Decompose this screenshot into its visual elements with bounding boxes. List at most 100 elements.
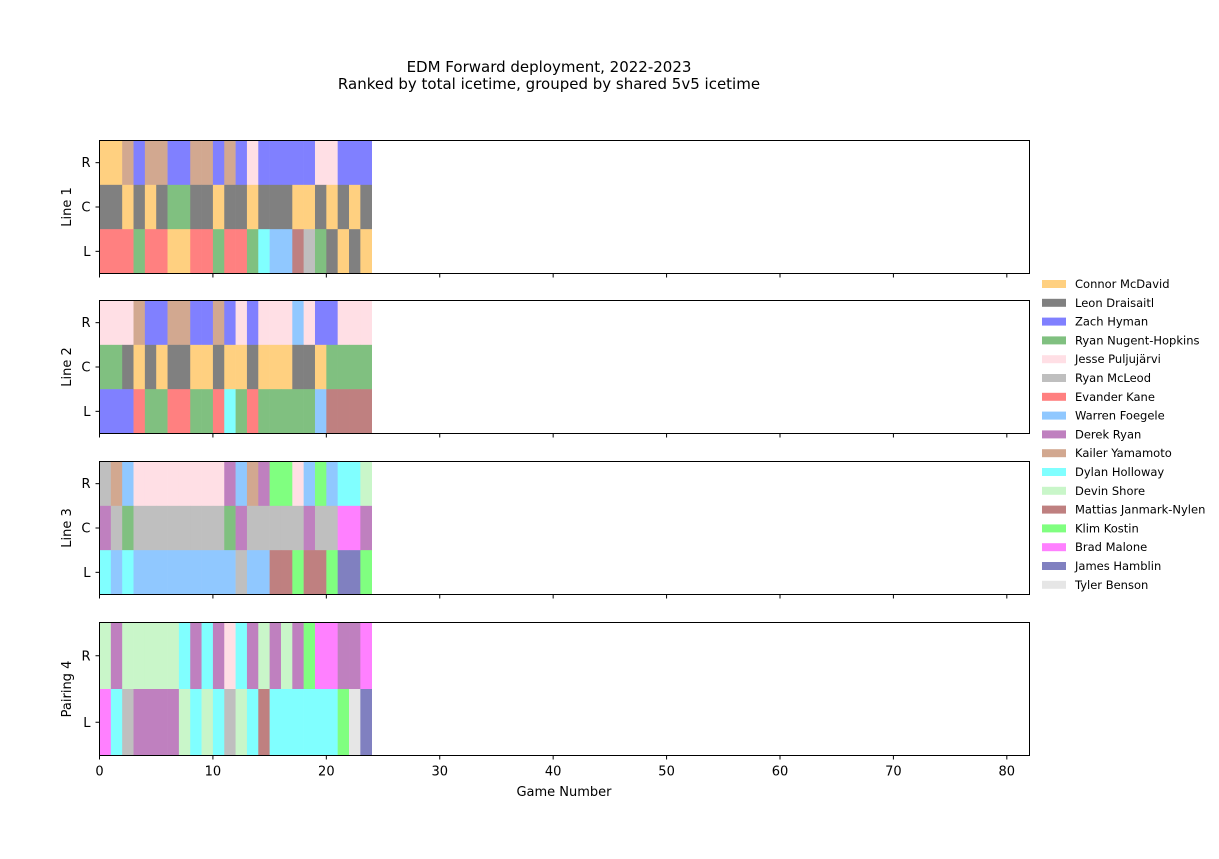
- cell-md: [122, 184, 134, 230]
- legend-label: Leon Draisaitl: [1075, 296, 1154, 310]
- cell-dr: [224, 461, 236, 507]
- cell-zh: [224, 300, 236, 346]
- cell-wf: [303, 461, 316, 507]
- cell-wf: [235, 461, 248, 507]
- cell-rm: [303, 229, 316, 274]
- cell-ky: [224, 140, 236, 186]
- legend-label: Devin Shore: [1075, 484, 1145, 498]
- cell-jp: [235, 300, 248, 346]
- cell-jp: [156, 461, 168, 507]
- chart-subtitle: Ranked by total icetime, grouped by shar…: [338, 75, 760, 93]
- cell-jp: [224, 622, 236, 690]
- cell-dh: [178, 622, 191, 690]
- cell-ld: [269, 184, 282, 230]
- cell-dr: [190, 622, 202, 690]
- panel-label: Line 2: [60, 347, 75, 387]
- cell-jp: [269, 300, 282, 346]
- cell-dr: [167, 689, 180, 756]
- cell-zh: [337, 140, 350, 186]
- x-tick-label: 40: [545, 765, 562, 780]
- y-tick-label: C: [81, 522, 90, 537]
- legend-label: Ryan McLeod: [1075, 371, 1151, 385]
- cell-ek: [190, 229, 202, 274]
- cell-wf: [269, 229, 282, 274]
- cell-dr: [99, 505, 112, 551]
- panel-label: Pairing 4: [60, 661, 75, 718]
- cell-rnh: [269, 389, 282, 434]
- cell-zh: [235, 140, 248, 186]
- cell-md: [246, 184, 259, 230]
- cell-ld: [326, 229, 338, 274]
- cell-md: [201, 344, 214, 390]
- cell-wf: [110, 550, 123, 595]
- cell-wf: [167, 550, 180, 595]
- cell-dh: [212, 689, 225, 756]
- cell-rnh: [360, 344, 372, 390]
- cell-ek: [201, 229, 214, 274]
- panel-frame: [99, 140, 1030, 274]
- cell-jh: [337, 550, 350, 595]
- legend-swatch: [1042, 411, 1066, 420]
- cell-dr: [258, 461, 270, 507]
- cell-bm: [326, 622, 338, 690]
- legend-item: Jesse Puljujärvi: [1042, 352, 1161, 366]
- cell-rm: [280, 505, 293, 551]
- legend-item: Klim Kostin: [1042, 521, 1139, 535]
- cell-ky: [133, 300, 146, 346]
- cell-bm: [360, 622, 372, 690]
- cell-ds: [201, 689, 214, 756]
- x-tick-label: 30: [431, 765, 448, 780]
- cell-jp: [246, 140, 259, 186]
- cell-ek: [144, 229, 157, 274]
- cell-zh: [360, 140, 372, 186]
- cell-md: [190, 344, 202, 390]
- cell-wf: [280, 229, 293, 274]
- cell-ds: [133, 622, 146, 690]
- cell-rm: [212, 505, 225, 551]
- cell-kk: [280, 461, 293, 507]
- cell-ky: [246, 461, 259, 507]
- legend-swatch: [1042, 486, 1066, 495]
- cell-zh: [269, 140, 282, 186]
- cell-ds: [178, 689, 191, 756]
- cell-rnh: [110, 344, 123, 390]
- cell-md: [269, 344, 282, 390]
- cell-ek: [122, 229, 134, 274]
- y-tick-label: C: [81, 201, 90, 216]
- legend-item: Dylan Holloway: [1042, 465, 1164, 479]
- cell-zh: [303, 140, 316, 186]
- cell-ky: [190, 140, 202, 186]
- y-tick-label: L: [83, 566, 91, 581]
- cell-md: [292, 184, 304, 230]
- legend-swatch: [1042, 468, 1066, 476]
- cell-ky: [178, 300, 191, 346]
- cell-wf: [133, 550, 146, 595]
- cell-ky: [144, 140, 157, 186]
- legend-item: James Hamblin: [1042, 559, 1161, 573]
- legend-swatch: [1042, 336, 1066, 345]
- cell-rnh: [190, 389, 202, 434]
- legend-swatch: [1042, 543, 1066, 552]
- cell-zh: [280, 140, 293, 186]
- cell-rm: [326, 505, 338, 551]
- cell-zh: [122, 389, 134, 434]
- cell-rm: [201, 505, 214, 551]
- cell-zh: [246, 300, 259, 346]
- cell-bm: [99, 689, 112, 756]
- panel-label: Line 1: [60, 187, 75, 227]
- x-tick-label: 50: [658, 765, 675, 780]
- legend-swatch: [1042, 562, 1066, 570]
- legend-label: Connor McDavid: [1075, 277, 1170, 291]
- cell-ky: [156, 140, 168, 186]
- cell-mjn: [258, 689, 270, 756]
- legend-label: Derek Ryan: [1075, 427, 1141, 441]
- cell-ek: [212, 389, 225, 434]
- cell-ld: [235, 184, 248, 230]
- cell-ds: [235, 689, 248, 756]
- cell-jp: [110, 300, 123, 346]
- cell-wf: [122, 461, 134, 507]
- cell-ek: [156, 229, 168, 274]
- cell-dr: [110, 622, 123, 690]
- cell-rnh: [99, 344, 112, 390]
